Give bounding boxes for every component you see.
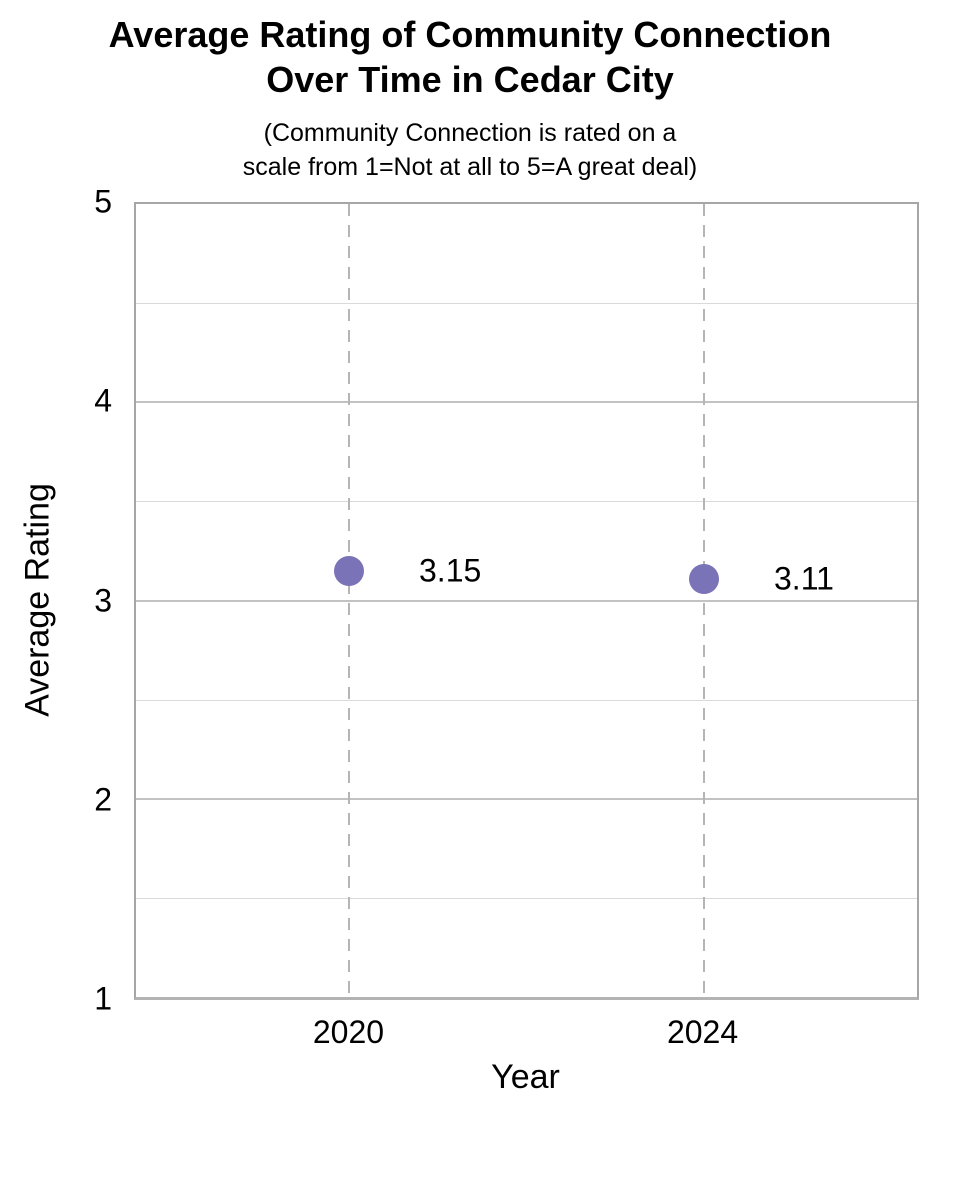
chart-subtitle: (Community Connection is rated on a scal…	[242, 119, 698, 181]
x-tick-label-2024: 2024	[666, 1014, 739, 1050]
gridline-y-3	[136, 599, 917, 602]
x-axis-tick-labels: 2020 2024	[136, 1014, 915, 1056]
y-tick-label-2: 2	[94, 781, 112, 818]
dashed-gridline-x-2024	[703, 204, 705, 997]
data-point-2024	[689, 563, 719, 594]
gridline-y-4	[136, 401, 917, 404]
y-tick-label-3: 3	[94, 582, 112, 618]
data-point-2020	[334, 555, 364, 586]
gridline-y-3.5	[136, 501, 917, 503]
data-point-label-2024: 3.11	[774, 560, 834, 597]
gridline-y-2	[136, 797, 917, 800]
dashed-gridline-x-2020	[348, 204, 350, 997]
y-tick-label-1: 1	[94, 980, 112, 1017]
plot-area: 3.15 3.11	[134, 202, 919, 1000]
chart-title: Average Rating of Community Connection O…	[108, 14, 832, 100]
gridline-y-4.5	[136, 303, 917, 305]
data-point-label-2020: 3.15	[419, 552, 482, 589]
y-tick-label-5: 5	[94, 183, 112, 220]
gridline-y-1.5	[136, 897, 917, 899]
x-axis-title: Year	[491, 1058, 560, 1096]
gridline-y-2.5	[136, 699, 917, 701]
x-tick-label-2020: 2020	[312, 1014, 385, 1050]
y-tick-label-4: 4	[94, 382, 112, 419]
y-axis-tick-labels: 1 2 3 4 5	[0, 184, 112, 1017]
